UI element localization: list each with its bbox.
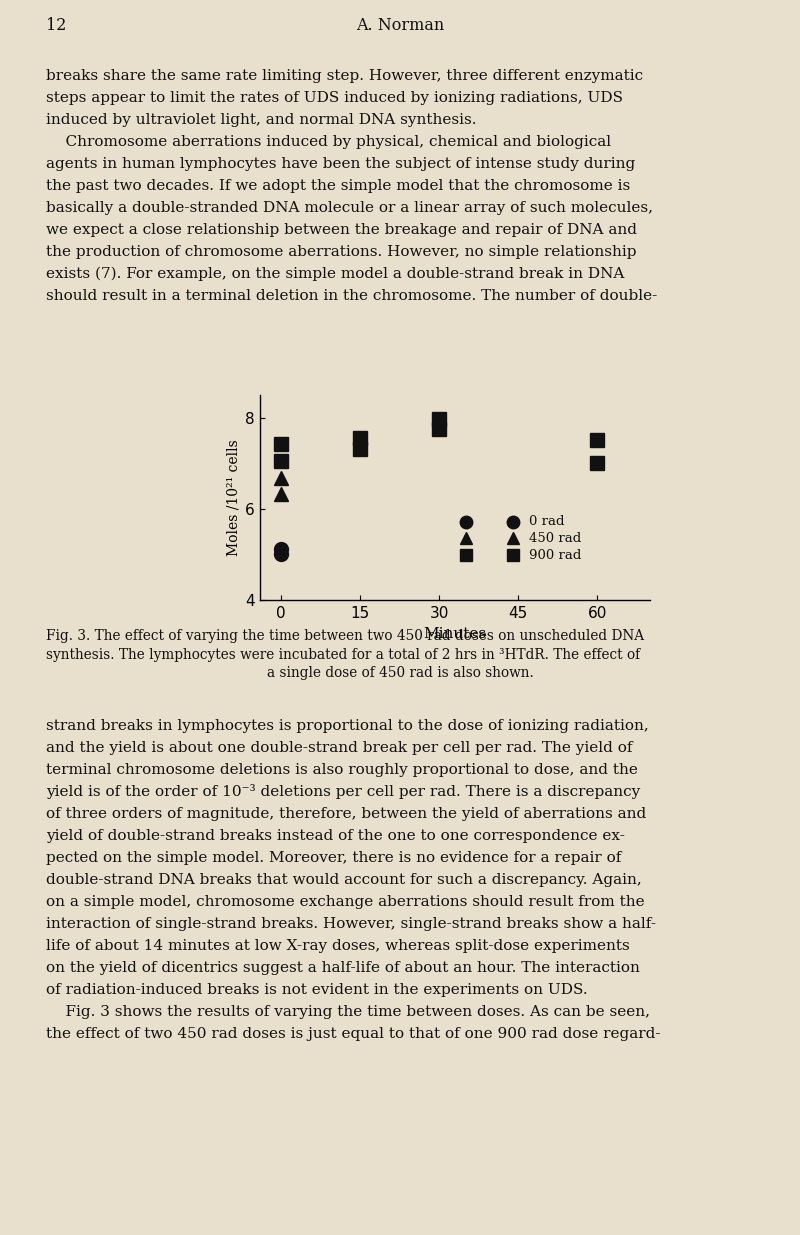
Text: double-strand DNA breaks that would account for such a discrepancy. Again,: double-strand DNA breaks that would acco… <box>46 873 642 887</box>
Text: a single dose of 450 rad is also shown.: a single dose of 450 rad is also shown. <box>266 666 534 680</box>
Text: breaks share the same rate limiting step. However, three different enzymatic: breaks share the same rate limiting step… <box>46 69 643 83</box>
Text: strand breaks in lymphocytes is proportional to the dose of ionizing radiation,: strand breaks in lymphocytes is proporti… <box>46 719 649 734</box>
Text: agents in human lymphocytes have been the subject of intense study during: agents in human lymphocytes have been th… <box>46 157 635 170</box>
Text: the production of chromosome aberrations. However, no simple relationship: the production of chromosome aberrations… <box>46 245 637 259</box>
Text: steps appear to limit the rates of UDS induced by ionizing radiations, UDS: steps appear to limit the rates of UDS i… <box>46 91 623 105</box>
Text: exists (7). For example, on the simple model a double-strand break in DNA: exists (7). For example, on the simple m… <box>46 267 624 282</box>
Text: and the yield is about one double-strand break per cell per rad. The yield of: and the yield is about one double-strand… <box>46 741 633 755</box>
Text: the past two decades. If we adopt the simple model that the chromosome is: the past two decades. If we adopt the si… <box>46 179 630 193</box>
Text: 450 rad: 450 rad <box>529 532 581 545</box>
Text: of radiation-induced breaks is not evident in the experiments on UDS.: of radiation-induced breaks is not evide… <box>46 983 588 997</box>
Text: induced by ultraviolet light, and normal DNA synthesis.: induced by ultraviolet light, and normal… <box>46 112 477 127</box>
Text: interaction of single-strand breaks. However, single-strand breaks show a half-: interaction of single-strand breaks. How… <box>46 918 656 931</box>
Text: 0 rad: 0 rad <box>529 515 564 529</box>
Text: on a simple model, chromosome exchange aberrations should result from the: on a simple model, chromosome exchange a… <box>46 895 645 909</box>
Text: of three orders of magnitude, therefore, between the yield of aberrations and: of three orders of magnitude, therefore,… <box>46 806 646 821</box>
Text: yield of double-strand breaks instead of the one to one correspondence ex-: yield of double-strand breaks instead of… <box>46 829 625 844</box>
Text: should result in a terminal deletion in the chromosome. The number of double-: should result in a terminal deletion in … <box>46 289 658 303</box>
Text: A. Norman: A. Norman <box>356 17 444 35</box>
Y-axis label: Moles /10²¹ cells: Moles /10²¹ cells <box>226 440 241 556</box>
Text: the effect of two 450 rad doses is just equal to that of one 900 rad dose regard: the effect of two 450 rad doses is just … <box>46 1028 661 1041</box>
Text: terminal chromosome deletions is also roughly proportional to dose, and the: terminal chromosome deletions is also ro… <box>46 763 638 777</box>
Text: we expect a close relationship between the breakage and repair of DNA and: we expect a close relationship between t… <box>46 224 637 237</box>
X-axis label: Minutes: Minutes <box>423 627 486 641</box>
Text: Fig. 3 shows the results of varying the time between doses. As can be seen,: Fig. 3 shows the results of varying the … <box>46 1005 650 1019</box>
Text: synthesis. The lymphocytes were incubated for a total of 2 hrs in ³HTdR. The eff: synthesis. The lymphocytes were incubate… <box>46 647 640 662</box>
Text: on the yield of dicentrics suggest a half-life of about an hour. The interaction: on the yield of dicentrics suggest a hal… <box>46 961 640 974</box>
Text: 900 rad: 900 rad <box>529 548 581 562</box>
Text: 12: 12 <box>46 17 66 35</box>
Text: basically a double-stranded DNA molecule or a linear array of such molecules,: basically a double-stranded DNA molecule… <box>46 201 653 215</box>
Text: pected on the simple model. Moreover, there is no evidence for a repair of: pected on the simple model. Moreover, th… <box>46 851 622 864</box>
Text: Chromosome aberrations induced by physical, chemical and biological: Chromosome aberrations induced by physic… <box>46 135 611 149</box>
Text: Fig. 3. The effect of varying the time between two 450 rad doses on unscheduled : Fig. 3. The effect of varying the time b… <box>46 629 644 643</box>
Text: life of about 14 minutes at low X-ray doses, whereas split-dose experiments: life of about 14 minutes at low X-ray do… <box>46 939 630 953</box>
Text: yield is of the order of 10⁻³ deletions per cell per rad. There is a discrepancy: yield is of the order of 10⁻³ deletions … <box>46 784 640 799</box>
